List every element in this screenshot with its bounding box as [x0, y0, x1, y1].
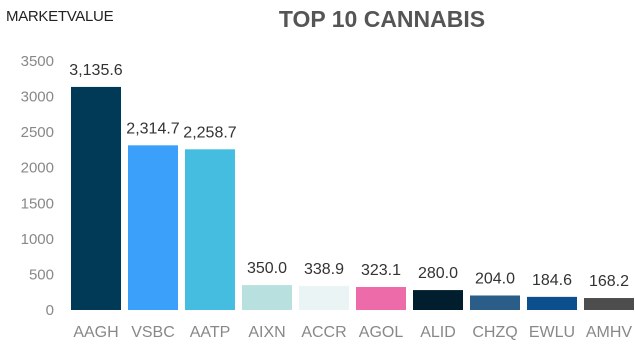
data-label: 280.0 [418, 265, 458, 282]
y-tick-label: 0 [46, 302, 54, 319]
bar-chzq [470, 295, 520, 310]
bar-aatp [185, 149, 235, 310]
bar-ewlu [527, 296, 577, 310]
x-tick-label: ACCR [301, 324, 346, 341]
y-tick-label: 2000 [21, 160, 54, 177]
bars-group [71, 86, 634, 310]
x-tick-label: EWLU [529, 324, 575, 341]
bar-aagh [71, 86, 121, 310]
bar-vsbc [128, 145, 178, 310]
y-tick-label: 1500 [21, 195, 54, 212]
x-tick-label: AMHV [586, 324, 633, 341]
y-axis-title: MARKETVALUE [6, 8, 114, 25]
bar-alid [413, 290, 463, 310]
data-labels-group: 3,135.6 2,314.7 2,258.7 350.0 338.9 323.1 280.… [69, 62, 629, 290]
x-tick-label: AIXN [248, 324, 285, 341]
data-label: 2,314.7 [126, 120, 179, 137]
chart-title: TOP 10 CANNABIS [279, 6, 485, 32]
x-tick-label: VSBC [131, 324, 175, 341]
bar-amhv [584, 298, 634, 310]
data-label: 3,135.6 [69, 62, 122, 79]
x-tick-label: AGOL [359, 324, 404, 341]
x-tick-label: AATP [190, 324, 231, 341]
y-tick-label: 3000 [21, 89, 54, 106]
bar-aixn [242, 285, 292, 310]
y-tick-label: 2500 [21, 124, 54, 141]
data-label: 2,258.7 [183, 124, 236, 141]
y-tick-label: 1000 [21, 231, 54, 248]
y-axis: 0 500 1000 1500 2000 2500 3000 3500 [21, 53, 54, 319]
data-label: 204.0 [475, 270, 515, 287]
data-label: 184.6 [532, 272, 572, 289]
data-label: 323.1 [361, 262, 401, 279]
data-label: 350.0 [247, 260, 287, 277]
data-label: 338.9 [304, 261, 344, 278]
y-tick-label: 3500 [21, 53, 54, 70]
y-tick-label: 500 [29, 266, 54, 283]
x-tick-label: ALID [420, 324, 456, 341]
x-tick-label: CHZQ [472, 324, 517, 341]
x-axis: AAGH VSBC AATP AIXN ACCR AGOL ALID CHZQ EWLU AMHV [73, 324, 632, 341]
x-tick-label: AAGH [73, 324, 118, 341]
bar-accr [299, 285, 349, 310]
data-label: 168.2 [589, 273, 629, 290]
bar-agol [356, 287, 406, 310]
